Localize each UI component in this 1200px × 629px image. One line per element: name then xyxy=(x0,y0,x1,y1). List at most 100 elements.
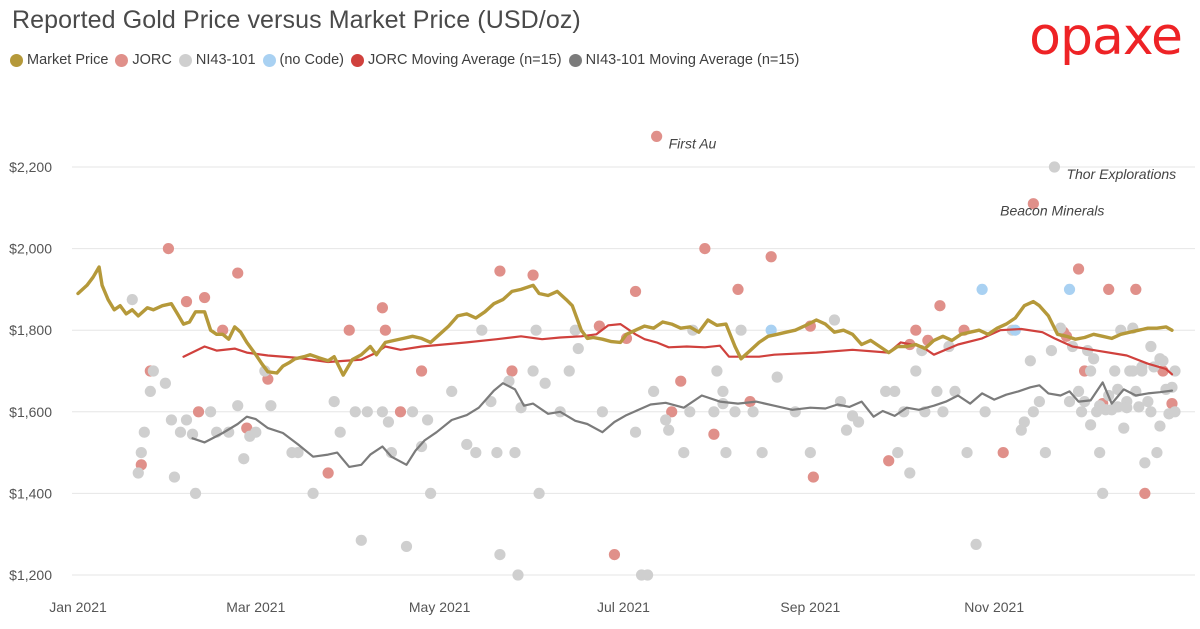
scatter-point[interactable] xyxy=(1075,406,1088,418)
scatter-point[interactable] xyxy=(425,487,437,499)
scatter-point[interactable] xyxy=(1145,406,1157,418)
scatter-point[interactable] xyxy=(379,324,392,336)
legend-item[interactable]: (no Code) xyxy=(262,52,344,68)
scatter-point[interactable] xyxy=(608,549,621,561)
scatter-point[interactable] xyxy=(651,130,663,142)
scatter-point[interactable] xyxy=(717,398,729,410)
scatter-point[interactable] xyxy=(889,385,901,397)
scatter-point[interactable] xyxy=(334,426,346,438)
scatter-point[interactable] xyxy=(684,406,696,418)
scatter-point[interactable] xyxy=(1118,422,1130,434)
scatter-point[interactable] xyxy=(144,385,156,397)
scatter-point[interactable] xyxy=(361,406,373,418)
scatter-point[interactable] xyxy=(807,471,819,483)
scatter-point[interactable] xyxy=(509,447,521,459)
scatter-point[interactable] xyxy=(1136,361,1148,373)
scatter-point[interactable] xyxy=(997,447,1009,459)
line-ni43-101-moving-average-n-15[interactable] xyxy=(191,381,1174,468)
scatter-point[interactable] xyxy=(699,243,711,255)
scatter-point[interactable] xyxy=(494,549,506,561)
scatter-point[interactable] xyxy=(382,416,395,428)
scatter-point[interactable] xyxy=(1109,365,1121,377)
scatter-point[interactable] xyxy=(1033,396,1045,408)
scatter-point[interactable] xyxy=(804,447,816,459)
scatter-point[interactable] xyxy=(205,406,217,418)
scatter-point[interactable] xyxy=(1063,396,1076,408)
scatter-point[interactable] xyxy=(421,414,434,426)
scatter-point[interactable] xyxy=(446,385,458,397)
scatter-point[interactable] xyxy=(1112,401,1124,413)
scatter-point[interactable] xyxy=(461,438,473,451)
scatter-point[interactable] xyxy=(394,406,407,418)
scatter-point[interactable] xyxy=(976,283,988,295)
scatter-point[interactable] xyxy=(1094,447,1106,459)
scatter-point[interactable] xyxy=(711,365,723,377)
scatter-point[interactable] xyxy=(735,324,747,336)
scatter-point[interactable] xyxy=(732,283,744,295)
scatter-point[interactable] xyxy=(1097,487,1109,499)
scatter-point[interactable] xyxy=(852,416,865,428)
scatter-point[interactable] xyxy=(789,406,801,418)
scatter-point[interactable] xyxy=(970,538,982,551)
scatter-point[interactable] xyxy=(1088,353,1100,365)
scatter-point[interactable] xyxy=(910,324,922,336)
scatter-point[interactable] xyxy=(675,375,687,387)
scatter-point[interactable] xyxy=(1027,198,1039,210)
scatter-point[interactable] xyxy=(192,406,205,418)
scatter-point[interactable] xyxy=(880,385,892,397)
scatter-point[interactable] xyxy=(1130,283,1142,295)
scatter-point[interactable] xyxy=(1063,283,1076,295)
scatter-point[interactable] xyxy=(720,447,732,459)
scatter-point[interactable] xyxy=(527,269,539,281)
scatter-point[interactable] xyxy=(931,385,943,397)
scatter-point[interactable] xyxy=(1072,263,1085,275)
scatter-point[interactable] xyxy=(892,447,904,459)
scatter-point[interactable] xyxy=(1142,396,1154,408)
scatter-point[interactable] xyxy=(349,406,361,418)
scatter-point[interactable] xyxy=(828,314,841,326)
scatter-point[interactable] xyxy=(232,267,244,279)
scatter-point[interactable] xyxy=(322,467,334,479)
scatter-point[interactable] xyxy=(904,467,916,479)
legend-item[interactable]: JORC Moving Average (n=15) xyxy=(351,52,562,68)
scatter-point[interactable] xyxy=(415,365,428,377)
scatter-point[interactable] xyxy=(132,467,144,479)
scatter-point[interactable] xyxy=(162,243,175,255)
scatter-point[interactable] xyxy=(527,365,539,377)
scatter-point[interactable] xyxy=(476,324,488,336)
scatter-point[interactable] xyxy=(400,540,413,553)
scatter-point[interactable] xyxy=(648,385,660,397)
scatter-point[interactable] xyxy=(328,396,340,408)
scatter-point[interactable] xyxy=(747,406,759,418)
scatter-point[interactable] xyxy=(512,569,524,581)
scatter-point[interactable] xyxy=(979,406,991,418)
scatter-point[interactable] xyxy=(533,487,545,499)
scatter-point[interactable] xyxy=(1103,283,1115,295)
legend-item[interactable]: Market Price xyxy=(10,52,108,68)
scatter-point[interactable] xyxy=(1085,419,1097,431)
scatter-point[interactable] xyxy=(232,400,244,412)
scatter-point[interactable] xyxy=(563,365,575,377)
scatter-point[interactable] xyxy=(265,400,277,412)
scatter-point[interactable] xyxy=(961,447,973,459)
scatter-point[interactable] xyxy=(572,342,584,355)
scatter-point[interactable] xyxy=(1133,401,1145,413)
scatter-point[interactable] xyxy=(376,406,388,418)
scatter-point[interactable] xyxy=(180,414,193,426)
scatter-point[interactable] xyxy=(910,365,922,377)
scatter-point[interactable] xyxy=(159,377,171,389)
scatter-point[interactable] xyxy=(1139,487,1151,499)
scatter-point[interactable] xyxy=(883,455,895,467)
scatter-point[interactable] xyxy=(756,447,768,459)
scatter-point[interactable] xyxy=(135,447,147,459)
scatter-point[interactable] xyxy=(717,385,729,397)
scatter-point[interactable] xyxy=(259,365,271,377)
scatter-point[interactable] xyxy=(470,447,482,459)
scatter-point[interactable] xyxy=(168,471,181,483)
scatter-point[interactable] xyxy=(1039,447,1052,459)
scatter-point[interactable] xyxy=(180,296,193,308)
scatter-point[interactable] xyxy=(660,414,672,426)
scatter-point[interactable] xyxy=(641,569,654,581)
scatter-point[interactable] xyxy=(343,324,355,336)
scatter-point[interactable] xyxy=(1121,402,1133,414)
